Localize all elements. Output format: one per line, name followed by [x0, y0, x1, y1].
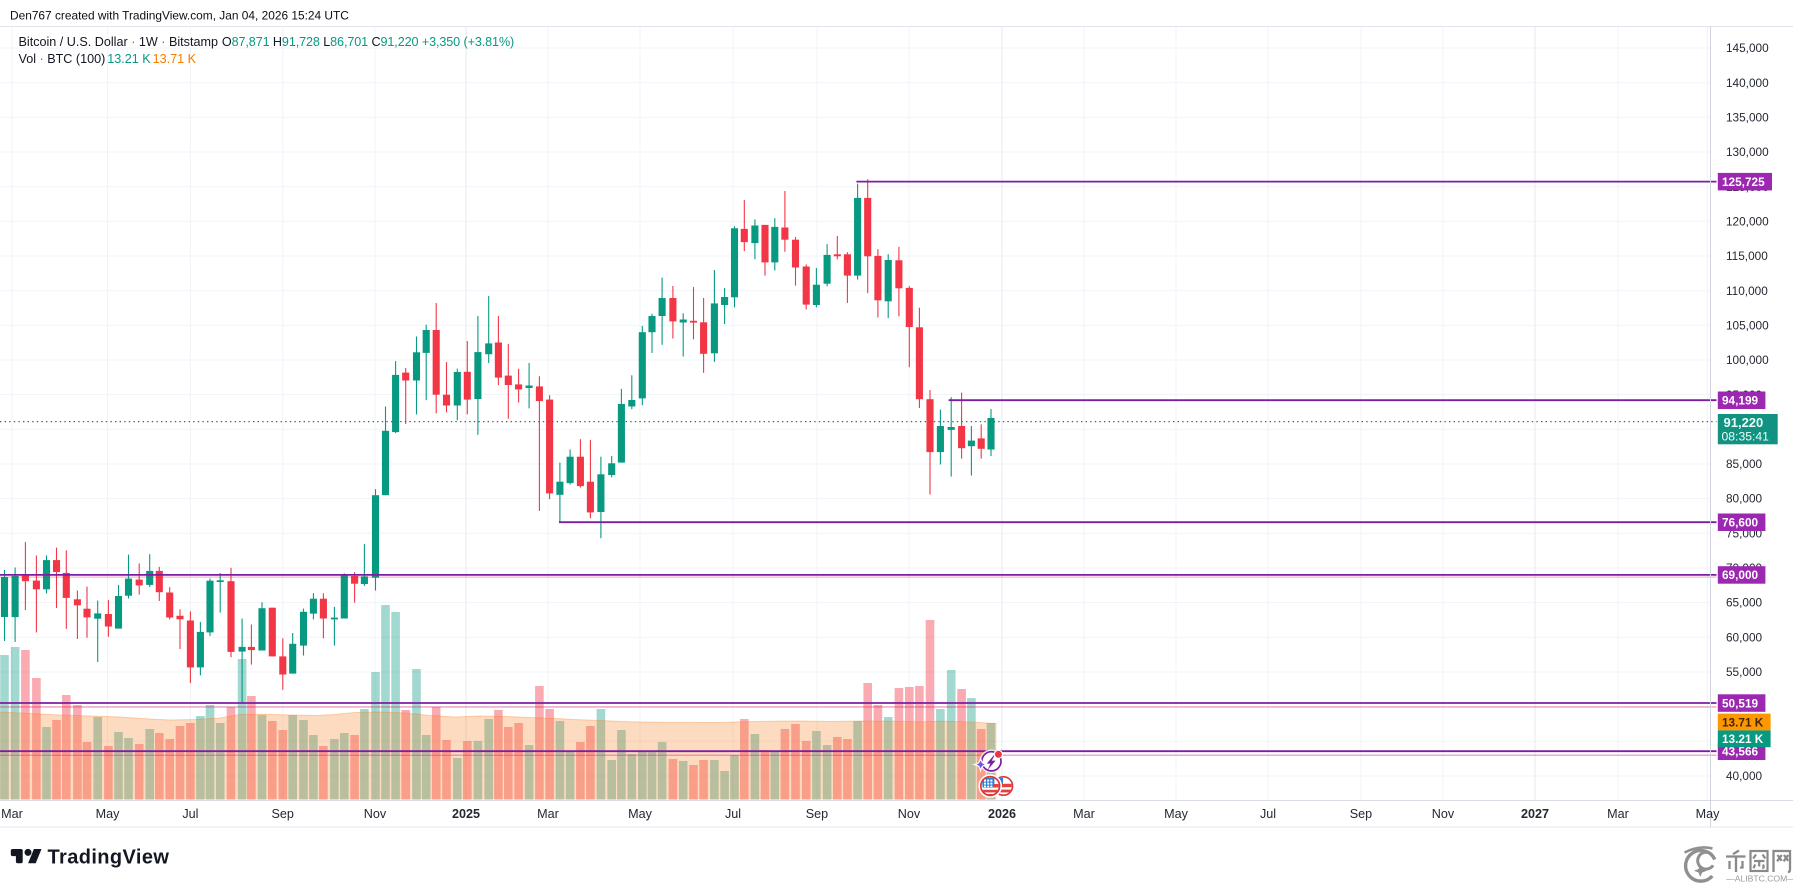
svg-text:2027: 2027: [1521, 807, 1549, 821]
svg-text:Den767 created with TradingVie: Den767 created with TradingView.com, Jan…: [10, 8, 349, 22]
svg-text:Jul: Jul: [182, 807, 198, 821]
svg-text:May: May: [628, 807, 652, 821]
svg-text:Sep: Sep: [271, 807, 293, 821]
svg-text:110,000: 110,000: [1726, 284, 1768, 298]
svg-text:130,000: 130,000: [1726, 145, 1769, 159]
svg-text:65,000: 65,000: [1726, 596, 1763, 610]
svg-text:—ALIBTC.COM—: —ALIBTC.COM—: [1726, 874, 1793, 884]
svg-text:Vol · BTC (100): Vol · BTC (100): [19, 52, 106, 66]
svg-text:Bitcoin / U.S. Dollar · 1W · B: Bitcoin / U.S. Dollar · 1W · Bitstamp: [19, 35, 218, 49]
svg-text:13.71 K: 13.71 K: [153, 52, 197, 66]
svg-text:May: May: [1164, 807, 1188, 821]
svg-text:105,000: 105,000: [1726, 318, 1769, 332]
svg-text:94,199: 94,199: [1722, 394, 1759, 408]
svg-text:2025: 2025: [452, 807, 480, 821]
svg-text:135,000: 135,000: [1726, 110, 1769, 124]
svg-text:60,000: 60,000: [1726, 630, 1763, 644]
svg-text:50,519: 50,519: [1722, 696, 1759, 710]
svg-text:85,000: 85,000: [1726, 457, 1763, 471]
svg-text:May: May: [1696, 807, 1720, 821]
svg-text:Nov: Nov: [1432, 807, 1455, 821]
svg-text:91,220: 91,220: [1724, 415, 1764, 430]
svg-text:Nov: Nov: [364, 807, 387, 821]
svg-text:Mar: Mar: [1073, 807, 1095, 821]
svg-text:55,000: 55,000: [1726, 665, 1763, 679]
svg-text:Mar: Mar: [537, 807, 559, 821]
svg-text:69,000: 69,000: [1722, 568, 1759, 582]
svg-text:TradingView: TradingView: [48, 847, 170, 869]
svg-text:13.71 K: 13.71 K: [1722, 715, 1764, 729]
svg-text:120,000: 120,000: [1726, 214, 1769, 228]
svg-text:125,725: 125,725: [1722, 175, 1765, 189]
svg-text:115,000: 115,000: [1726, 249, 1768, 263]
svg-text:Jul: Jul: [725, 807, 741, 821]
svg-text:140,000: 140,000: [1726, 76, 1769, 90]
svg-text:Mar: Mar: [1607, 807, 1629, 821]
svg-text:2026: 2026: [988, 807, 1016, 821]
svg-text:Mar: Mar: [1, 807, 23, 821]
svg-text:76,600: 76,600: [1722, 516, 1759, 530]
svg-text:13.21 K: 13.21 K: [107, 52, 151, 66]
svg-text:100,000: 100,000: [1726, 353, 1769, 367]
svg-text:Nov: Nov: [898, 807, 921, 821]
svg-text:Sep: Sep: [806, 807, 828, 821]
svg-text:145,000: 145,000: [1726, 41, 1769, 55]
svg-text:13.21 K: 13.21 K: [1722, 732, 1764, 746]
svg-text:Sep: Sep: [1350, 807, 1372, 821]
svg-text:May: May: [96, 807, 120, 821]
svg-text:O87,871 H91,728 L86,701 C91: O87,871 H91,728 L86,701 C91,220 +3,350 (…: [222, 35, 514, 49]
svg-text:Jul: Jul: [1260, 807, 1276, 821]
svg-text:40,000: 40,000: [1726, 769, 1763, 783]
svg-text:43,566: 43,566: [1722, 745, 1759, 759]
svg-text:08:35:41: 08:35:41: [1722, 430, 1770, 444]
svg-text:80,000: 80,000: [1726, 492, 1763, 506]
